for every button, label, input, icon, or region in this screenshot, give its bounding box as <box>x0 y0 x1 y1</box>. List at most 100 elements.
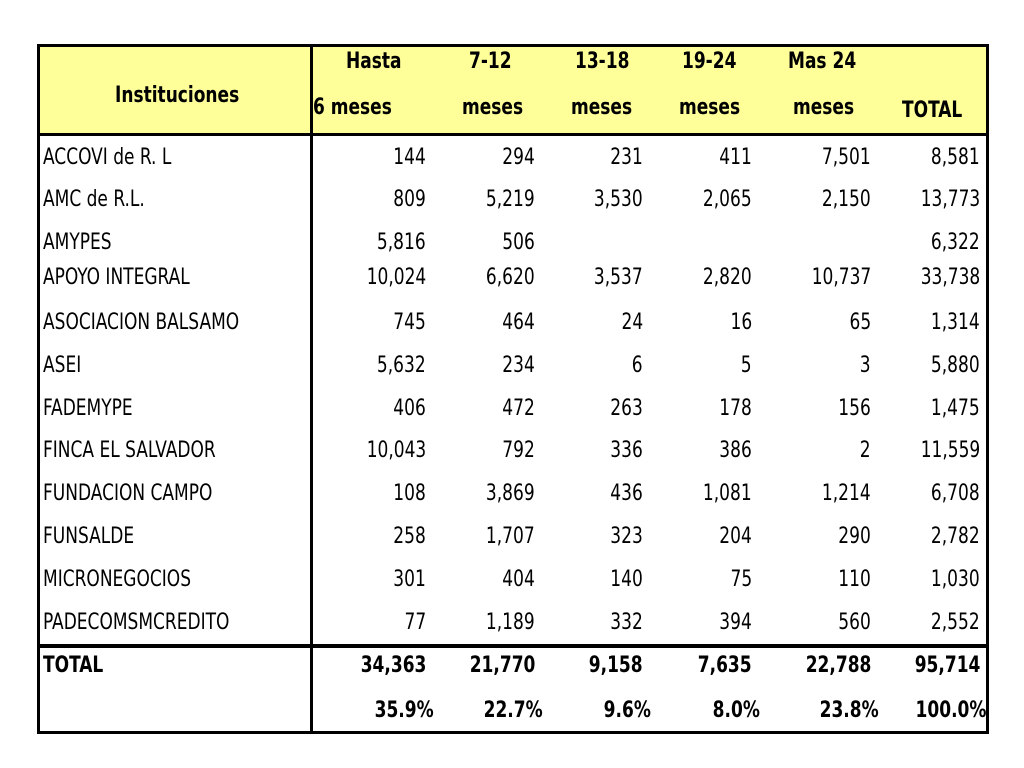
row-value-cell: 294 <box>502 145 535 170</box>
total-value-cell: 7,635 <box>698 653 752 678</box>
row-value-cell: 3,530 <box>594 187 643 212</box>
percent-cell: 23.8% <box>819 698 879 723</box>
row-value-cell: 144 <box>393 145 426 170</box>
row-value-cell: 745 <box>393 310 426 335</box>
row-value-cell: 10,737 <box>811 265 871 290</box>
col-header-5-line1: Mas 24 <box>788 49 857 74</box>
row-value-cell: 234 <box>502 353 535 378</box>
col-header-3-line2: meses <box>571 95 633 120</box>
row-value-cell: 5,632 <box>377 353 426 378</box>
row-value-cell: 809 <box>393 187 426 212</box>
row-value-cell: 263 <box>610 396 643 421</box>
row-value-cell: 10,024 <box>366 265 426 290</box>
institutions-table: Instituciones Hasta 6 meses 7-12 meses 1… <box>37 44 989 734</box>
row-value-cell: 3,537 <box>594 265 643 290</box>
row-value-cell: 1,707 <box>486 524 535 549</box>
col-header-5-line2: meses <box>793 95 855 120</box>
total-value-cell: 95,714 <box>914 653 980 678</box>
row-total-cell: 5,880 <box>931 353 980 378</box>
row-institution-name: PADECOMSMCREDITO <box>43 610 230 635</box>
row-value-cell: 404 <box>502 567 535 592</box>
total-value-cell: 34,363 <box>360 653 426 678</box>
row-value-cell: 204 <box>719 524 752 549</box>
total-col-header: TOTAL <box>902 98 963 123</box>
row-total-cell: 2,782 <box>931 524 980 549</box>
row-value-cell: 2,820 <box>703 265 752 290</box>
row-value-cell: 2 <box>860 438 871 463</box>
row-total-cell: 8,581 <box>931 145 980 170</box>
row-total-cell: 11,559 <box>920 438 980 463</box>
row-value-cell: 323 <box>610 524 643 549</box>
row-value-cell: 332 <box>610 610 643 635</box>
row-value-cell: 1,081 <box>703 481 752 506</box>
row-value-cell: 301 <box>393 567 426 592</box>
row-value-cell: 77 <box>404 610 426 635</box>
row-value-cell: 65 <box>849 310 871 335</box>
row-value-cell: 472 <box>502 396 535 421</box>
col-header-1-line1: Hasta <box>346 49 402 74</box>
total-divider <box>40 644 986 648</box>
row-value-cell: 792 <box>502 438 535 463</box>
total-value-cell: 9,158 <box>589 653 643 678</box>
row-value-cell: 2,150 <box>822 187 871 212</box>
row-value-cell: 5,816 <box>377 230 426 255</box>
row-value-cell: 5,219 <box>486 187 535 212</box>
row-value-cell: 560 <box>838 610 871 635</box>
row-value-cell: 6,620 <box>486 265 535 290</box>
row-institution-name: AMC de R.L. <box>43 187 145 212</box>
col-header-1-line2: 6 meses <box>313 95 392 120</box>
row-value-cell: 464 <box>502 310 535 335</box>
row-institution-name: APOYO INTEGRAL <box>43 265 190 290</box>
percent-cell: 9.6% <box>603 698 651 723</box>
col-header-4-line1: 19-24 <box>682 49 737 74</box>
col-header-2-line1: 7-12 <box>469 49 512 74</box>
row-institution-name: ASOCIACION BALSAMO <box>43 310 240 335</box>
row-value-cell: 411 <box>719 145 752 170</box>
row-value-cell: 1,214 <box>822 481 871 506</box>
row-value-cell: 3 <box>860 353 871 378</box>
row-value-cell: 6 <box>632 353 643 378</box>
row-value-cell: 7,501 <box>822 145 871 170</box>
row-institution-name: ACCOVI de R. L <box>43 145 172 170</box>
row-value-cell: 140 <box>610 567 643 592</box>
row-value-cell: 5 <box>741 353 752 378</box>
row-total-cell: 1,475 <box>931 396 980 421</box>
row-value-cell: 394 <box>719 610 752 635</box>
row-institution-name: FUNSALDE <box>43 524 135 549</box>
row-value-cell: 1,189 <box>486 610 535 635</box>
row-value-cell: 156 <box>838 396 871 421</box>
row-institution-name: FADEMYPE <box>43 396 133 421</box>
row-value-cell: 2,065 <box>703 187 752 212</box>
row-value-cell: 506 <box>502 230 535 255</box>
col-header-4-line2: meses <box>679 95 741 120</box>
row-institution-name: FINCA EL SALVADOR <box>43 438 216 463</box>
row-total-cell: 6,322 <box>931 230 980 255</box>
row-value-cell: 386 <box>719 438 752 463</box>
row-value-cell: 110 <box>838 567 871 592</box>
row-value-cell: 75 <box>730 567 752 592</box>
row-value-cell: 336 <box>610 438 643 463</box>
row-institution-name: FUNDACION CAMPO <box>43 481 213 506</box>
percent-cell: 35.9% <box>374 698 434 723</box>
row-value-cell: 231 <box>610 145 643 170</box>
row-institution-name: AMYPES <box>43 230 112 255</box>
row-total-cell: 13,773 <box>920 187 980 212</box>
percent-cell: 100.0% <box>915 698 986 723</box>
row-value-cell: 16 <box>730 310 752 335</box>
row-value-cell: 178 <box>719 396 752 421</box>
row-value-cell: 3,869 <box>486 481 535 506</box>
row-value-cell: 290 <box>838 524 871 549</box>
institutions-header: Instituciones <box>115 83 240 108</box>
row-value-cell: 10,043 <box>366 438 426 463</box>
row-total-cell: 2,552 <box>931 610 980 635</box>
row-value-cell: 258 <box>393 524 426 549</box>
row-total-cell: 33,738 <box>920 265 980 290</box>
col-header-3-line1: 13-18 <box>575 49 630 74</box>
percent-cell: 8.0% <box>712 698 760 723</box>
table-header <box>40 47 986 136</box>
row-value-cell: 436 <box>610 481 643 506</box>
total-row-label: TOTAL <box>43 653 104 678</box>
row-value-cell: 406 <box>393 396 426 421</box>
column-divider <box>310 47 313 731</box>
row-total-cell: 1,030 <box>931 567 980 592</box>
